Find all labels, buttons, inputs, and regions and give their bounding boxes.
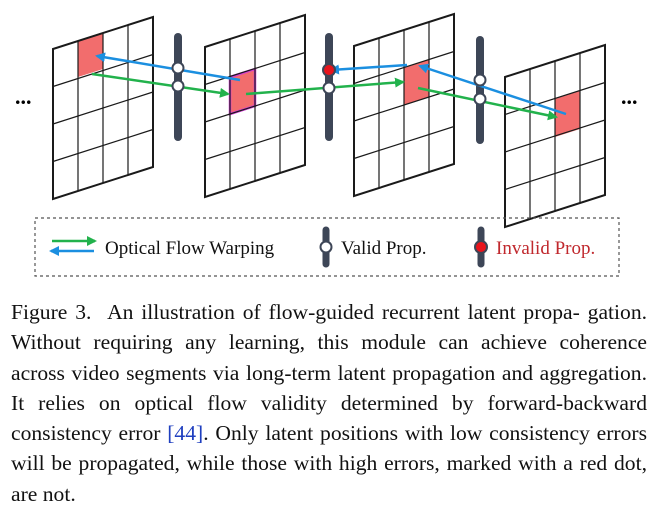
caption-label: Figure 3. bbox=[11, 300, 92, 324]
figure-illustration: ... ... bbox=[15, 12, 638, 277]
valid-prop-dot bbox=[171, 79, 185, 93]
latent-frame-1 bbox=[52, 15, 154, 201]
ellipsis-right: ... bbox=[621, 84, 638, 109]
figure-caption: Figure 3. An illustration of flow-guided… bbox=[11, 300, 648, 506]
citation-link[interactable]: [44] bbox=[167, 421, 204, 446]
flow-forward-arrow-1 bbox=[91, 72, 230, 98]
latent-frame-4 bbox=[504, 43, 606, 229]
legend: Optical Flow Warping Valid Prop. Invalid… bbox=[34, 217, 620, 277]
legend-invalid-label: Invalid Prop. bbox=[496, 238, 595, 259]
flow-backward-arrow-1 bbox=[95, 52, 241, 82]
legend-invalid-dot bbox=[474, 240, 488, 254]
valid-prop-dot bbox=[171, 61, 185, 75]
invalid-prop-dot bbox=[322, 63, 336, 77]
valid-prop-dot bbox=[473, 73, 487, 87]
valid-prop-dot bbox=[473, 92, 487, 106]
latent-frame-3 bbox=[353, 12, 455, 198]
legend-box bbox=[34, 217, 620, 277]
flow-forward-arrow-3 bbox=[417, 86, 558, 121]
flow-backward-arrow-2 bbox=[329, 63, 408, 75]
ellipsis-left: ... bbox=[15, 84, 32, 109]
legend-flow-label: Optical Flow Warping bbox=[105, 238, 275, 259]
legend-valid-label: Valid Prop. bbox=[341, 238, 427, 259]
flow-backward-arrow-3 bbox=[418, 63, 567, 116]
highlight-cell bbox=[78, 33, 103, 77]
highlight-cell bbox=[555, 91, 580, 137]
valid-prop-dot bbox=[322, 81, 336, 95]
legend-valid-dot bbox=[319, 240, 333, 254]
latent-frame-2 bbox=[204, 13, 306, 199]
